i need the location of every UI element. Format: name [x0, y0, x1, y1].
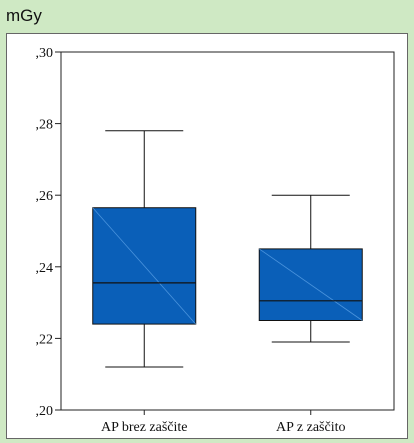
boxes-group [92, 130, 363, 368]
y-axis: ,20 ,22 ,24 ,26 ,28 ,30 [36, 46, 61, 419]
y-tick-label: ,20 [36, 404, 54, 419]
x-tick-label: AP z zaščito [276, 420, 345, 435]
box-diagonal [259, 248, 363, 321]
y-tick-label: ,30 [36, 46, 54, 61]
x-tick-label: AP brez zaščite [101, 420, 188, 435]
box-diagonal [92, 207, 197, 325]
plot-area [60, 51, 395, 411]
y-tick-label: ,24 [36, 261, 54, 276]
y-tick-label: ,26 [36, 189, 54, 204]
y-axis-unit-label: mGy [6, 6, 42, 25]
y-tick-label: ,28 [36, 118, 54, 133]
y-tick-label: ,22 [36, 332, 54, 347]
chart-panel: ,20 ,22 ,24 ,26 ,28 ,30 AP brez zaščite AP z z… [6, 33, 408, 439]
x-axis: AP brez zaščite AP z zaščito [101, 410, 345, 435]
boxplot-chart: ,20 ,22 ,24 ,26 ,28 ,30 AP brez zaščite AP z z… [36, 46, 395, 435]
